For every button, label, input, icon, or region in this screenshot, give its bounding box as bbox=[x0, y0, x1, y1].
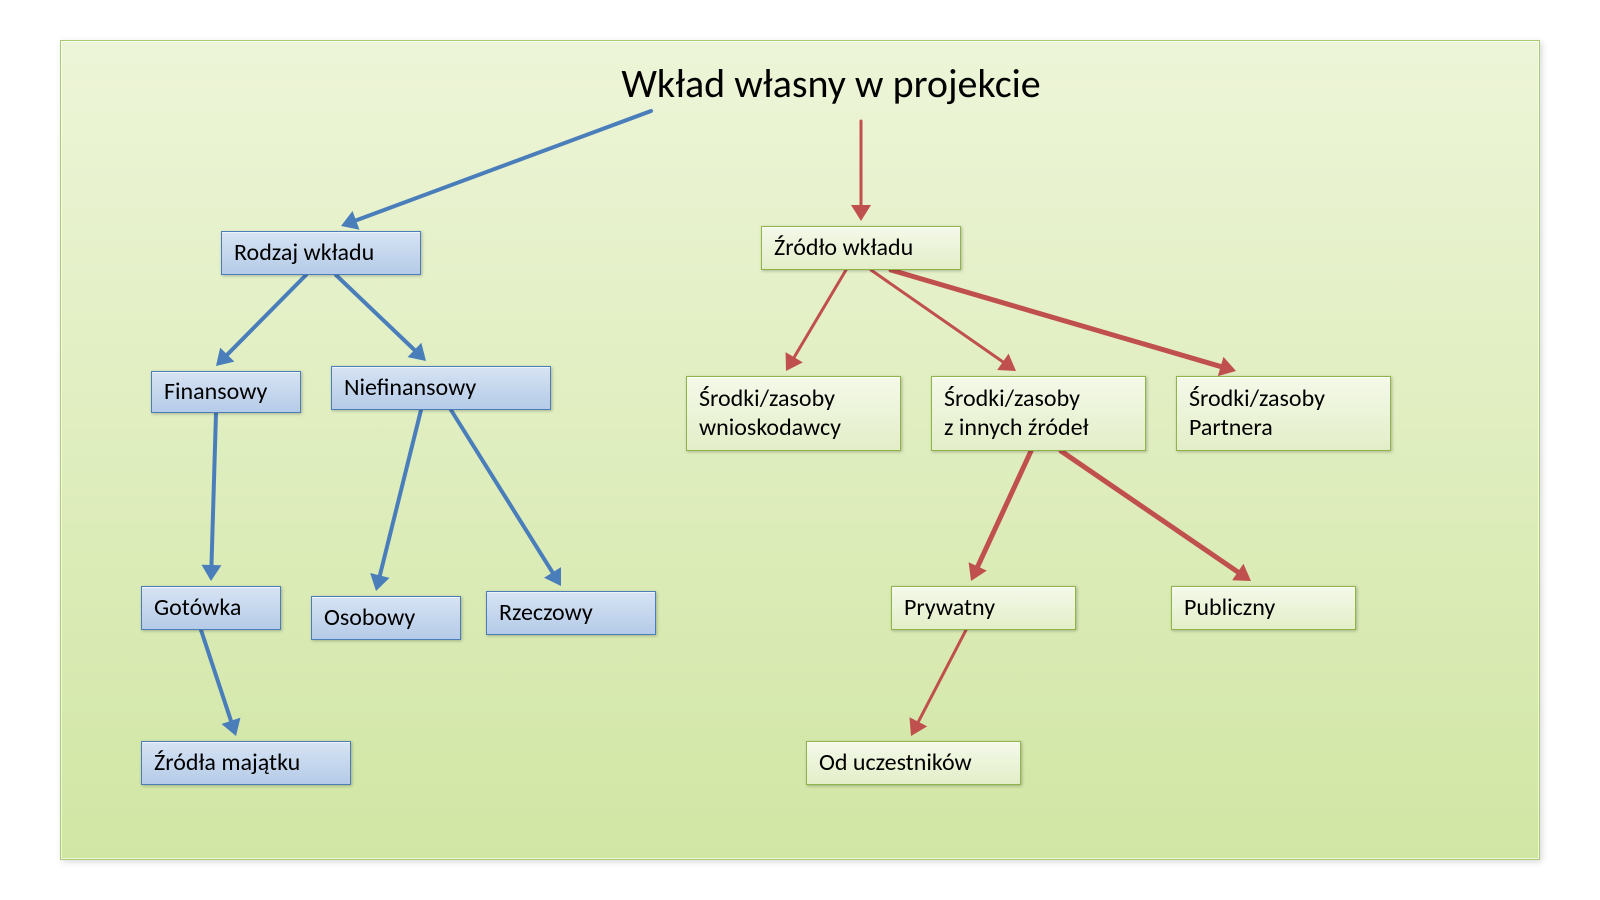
node-zrodla-majatku: Źródła majątku bbox=[141, 741, 351, 785]
edge-niefinansowy-to-rzeczowy-head bbox=[544, 567, 561, 586]
node-niefinansowy: Niefinansowy bbox=[331, 366, 551, 410]
edge-niefinansowy-to-osobowy-head bbox=[370, 573, 389, 591]
edge-inne-to-publiczny-head bbox=[1232, 564, 1251, 581]
edge-finansowy-to-gotowka bbox=[211, 413, 216, 571]
node-osobowy: Osobowy bbox=[311, 596, 461, 640]
diagram-title: Wkład własny w projekcie bbox=[511, 59, 1151, 109]
node-publiczny: Publiczny bbox=[1171, 586, 1356, 630]
node-srodki-inne-zrodla: Środki/zasoby z innych źródeł bbox=[931, 376, 1146, 451]
node-finansowy: Finansowy bbox=[151, 371, 301, 413]
edge-finansowy-to-gotowka-head bbox=[201, 565, 221, 581]
edges-layer bbox=[61, 41, 1541, 861]
edge-zrodlo-to-inne bbox=[871, 270, 1008, 366]
node-srodki-wnioskodawcy: Środki/zasoby wnioskodawcy bbox=[686, 376, 901, 451]
edge-rodzaj-to-finansowy-head bbox=[216, 348, 234, 366]
edge-zrodlo-to-wnioskodawcy bbox=[791, 270, 846, 363]
node-od-uczestnikow: Od uczestników bbox=[806, 741, 1021, 785]
node-prywatny: Prywatny bbox=[891, 586, 1076, 630]
node-srodki-partnera: Środki/zasoby Partnera bbox=[1176, 376, 1391, 451]
edge-inne-to-publiczny bbox=[1061, 451, 1243, 576]
edge-rodzaj-to-niefinansowy-head bbox=[408, 343, 426, 361]
edge-rodzaj-to-niefinansowy bbox=[336, 275, 419, 354]
edge-zrodlo-to-partnera bbox=[891, 270, 1227, 368]
node-zrodlo-wkladu: Źródło wkładu bbox=[761, 226, 961, 270]
edge-gotowka-to-zrodla-majatku-head bbox=[221, 718, 240, 736]
edge-title-to-rodzaj bbox=[350, 111, 651, 223]
edge-prywatny-to-oduczestnikow bbox=[915, 630, 966, 727]
diagram-canvas: Wkład własny w projekcie Rodzaj wkładu Fin… bbox=[60, 40, 1540, 860]
edge-prywatny-to-oduczestnikow-head bbox=[909, 717, 927, 736]
edge-title-to-rodzaj-head bbox=[341, 211, 359, 230]
node-gotowka: Gotówka bbox=[141, 586, 281, 630]
edge-niefinansowy-to-osobowy bbox=[378, 410, 421, 582]
edge-rodzaj-to-finansowy bbox=[223, 275, 306, 359]
edge-zrodlo-to-partnera-head bbox=[1218, 357, 1236, 376]
edge-inne-to-prywatny bbox=[975, 451, 1031, 572]
edge-gotowka-to-zrodla-majatku bbox=[201, 630, 233, 727]
node-rzeczowy: Rzeczowy bbox=[486, 591, 656, 635]
edge-inne-to-prywatny-head bbox=[969, 562, 987, 581]
edge-zrodlo-to-wnioskodawcy-head bbox=[786, 352, 803, 371]
node-rodzaj-wkladu: Rodzaj wkładu bbox=[221, 231, 421, 275]
edge-title-to-zrodlo-head bbox=[851, 205, 871, 221]
edge-zrodlo-to-inne-head bbox=[997, 354, 1016, 371]
edge-niefinansowy-to-rzeczowy bbox=[451, 410, 556, 578]
